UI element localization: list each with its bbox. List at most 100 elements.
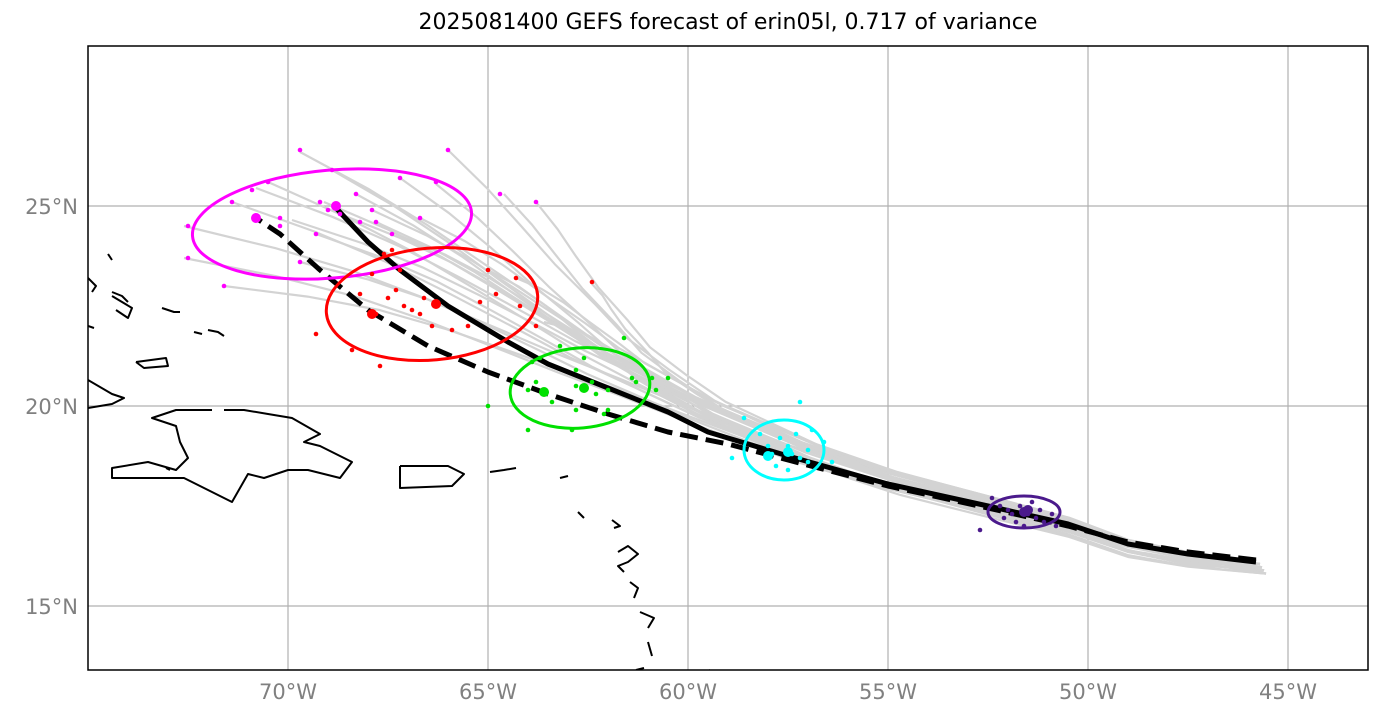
member-point-day4 — [381, 251, 387, 257]
coastline-mayaguana — [161, 307, 180, 313]
member-point-day3 — [589, 379, 595, 385]
member-point-day5 — [337, 211, 343, 217]
member-point-day2 — [821, 439, 827, 445]
member-point-day2 — [797, 399, 803, 405]
member-positions — [185, 147, 1059, 533]
member-point-day3 — [581, 355, 587, 361]
member-point-day5 — [369, 207, 375, 213]
member-point-day4 — [429, 323, 435, 329]
member-point-day4 — [417, 311, 423, 317]
coastline-caicos — [193, 331, 203, 335]
member-point-day4 — [357, 291, 363, 297]
member-point-day1 — [997, 503, 1003, 509]
coastline-cuba-tip — [88, 379, 125, 409]
coastline-anguilla — [559, 475, 569, 479]
member-point-day5 — [445, 147, 451, 153]
member-point-day4 — [485, 267, 491, 273]
member-point-day2 — [785, 467, 791, 473]
mean-marker-day2 — [763, 451, 773, 461]
member-point-day1 — [1017, 503, 1023, 509]
coastline-antigua — [611, 519, 621, 529]
member-point-day5 — [329, 167, 335, 173]
member-point-day2 — [805, 447, 811, 453]
member-point-day3 — [601, 411, 607, 417]
member-point-day1 — [1041, 519, 1047, 525]
lon-tick-label: 60°W — [659, 680, 717, 704]
member-point-day4 — [369, 271, 375, 277]
member-point-day1 — [1053, 523, 1059, 529]
lat-tick-label: 15°N — [25, 595, 78, 619]
member-point-day4 — [421, 295, 427, 301]
coastline-st-lucia — [647, 641, 653, 657]
member-point-day3 — [605, 407, 611, 413]
member-point-day2 — [829, 459, 835, 465]
member-point-day5 — [297, 259, 303, 265]
member-point-day5 — [277, 223, 283, 229]
member-point-day5 — [497, 191, 503, 197]
member-point-day4 — [349, 347, 355, 353]
ellipse-day3 — [508, 346, 652, 430]
member-point-day1 — [1021, 523, 1027, 529]
mean-marker-day5 — [251, 213, 261, 223]
coastline-andros-bit — [88, 325, 95, 329]
member-point-day1 — [1009, 511, 1015, 517]
member-point-day3 — [593, 391, 599, 397]
chart-title: 2025081400 GEFS forecast of erin05l, 0.7… — [418, 10, 1038, 35]
member-point-day3 — [665, 375, 671, 381]
ensemble-track — [315, 232, 1263, 569]
member-point-day5 — [265, 179, 271, 185]
map-frame — [87, 45, 1369, 671]
member-point-day3 — [525, 387, 531, 393]
coastline-martinique — [639, 611, 655, 629]
member-point-day3 — [649, 375, 655, 381]
coastline-st-kitts — [577, 511, 585, 519]
member-point-day3 — [533, 379, 539, 385]
coastline-turks — [207, 329, 225, 337]
mean-marker-day4 — [367, 309, 377, 319]
member-point-day3 — [573, 367, 579, 373]
member-point-day5 — [417, 215, 423, 221]
coastline-dominica — [629, 581, 639, 599]
member-point-day4 — [377, 363, 383, 369]
member-point-day5 — [229, 199, 235, 205]
member-point-day1 — [1049, 511, 1055, 517]
member-point-day4 — [313, 331, 319, 337]
member-point-day5 — [185, 255, 191, 261]
member-point-day3 — [529, 359, 535, 365]
lon-tick-label: 45°W — [1259, 680, 1317, 704]
member-point-day4 — [513, 275, 519, 281]
member-point-day5 — [325, 207, 331, 213]
mean-marker-day4 — [431, 299, 441, 309]
member-point-day3 — [525, 427, 531, 433]
lat-tick-label: 20°N — [25, 395, 78, 419]
member-point-day3 — [573, 383, 579, 389]
member-point-day1 — [989, 495, 995, 501]
member-point-day2 — [757, 431, 763, 437]
mean-marker-day2 — [783, 447, 793, 457]
ellipse-day2 — [742, 418, 826, 482]
uncertainty-ellipses — [190, 167, 1062, 530]
member-point-day5 — [313, 231, 319, 237]
member-point-day5 — [249, 187, 255, 193]
member-point-day3 — [485, 403, 491, 409]
member-point-day1 — [1005, 507, 1011, 513]
member-point-day3 — [629, 375, 635, 381]
ensemble-track — [515, 276, 1261, 566]
member-point-day2 — [805, 459, 811, 465]
gridlines — [88, 46, 1368, 670]
member-point-day1 — [977, 527, 983, 533]
member-point-day5 — [297, 147, 303, 153]
coastline-virgin-islands — [489, 467, 517, 473]
member-point-day5 — [397, 175, 403, 181]
ensemble-track — [487, 269, 1267, 575]
member-point-day2 — [765, 443, 771, 449]
member-point-day4 — [401, 303, 407, 309]
coastlines — [88, 253, 710, 670]
mean-marker-day3 — [539, 387, 549, 397]
ensemble-track — [435, 183, 1267, 575]
lat-tick-label: 25°N — [25, 195, 78, 219]
member-point-day4 — [389, 247, 395, 253]
ellipse-day5 — [190, 167, 474, 281]
member-point-day1 — [1013, 519, 1019, 525]
member-point-day3 — [621, 335, 627, 341]
